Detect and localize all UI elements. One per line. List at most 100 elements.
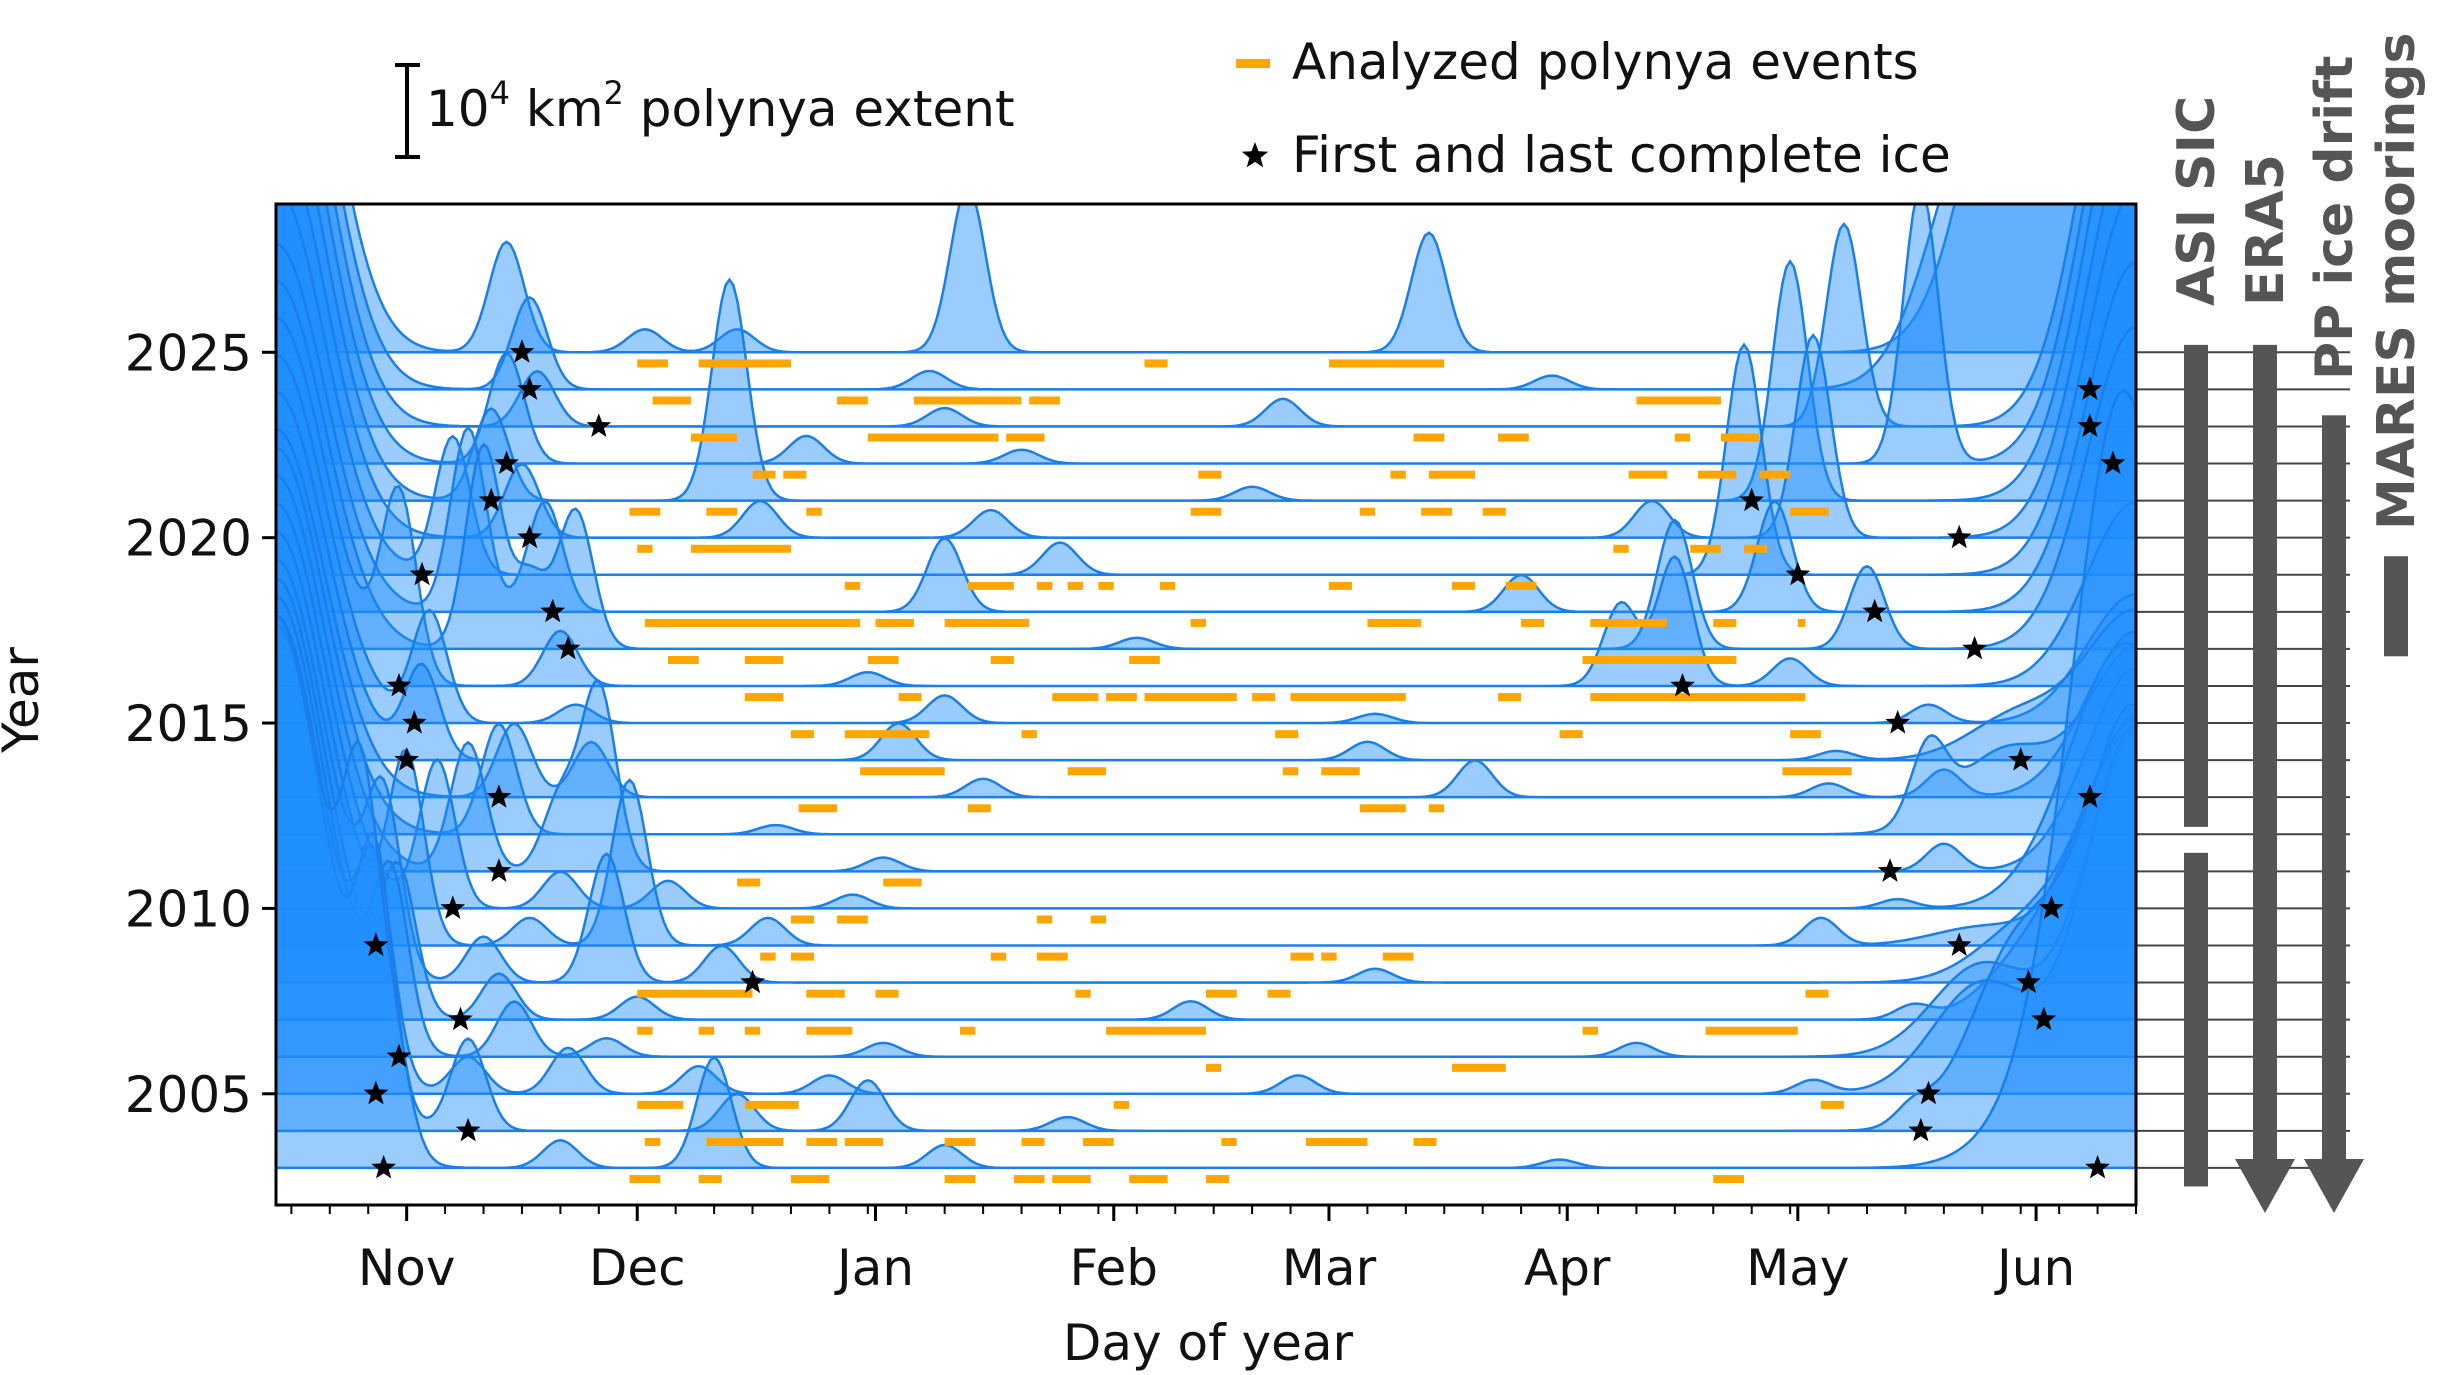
event-bar-2019-4 <box>1098 581 1114 590</box>
last-ice-star-2020 <box>1946 524 1972 549</box>
coverage-arrowhead-2 <box>2304 1159 2364 1213</box>
first-ice-star-2019 <box>409 561 435 586</box>
extent-area-2024 <box>276 204 2136 391</box>
x-axis-label: Day of year <box>1063 1314 1354 1372</box>
first-ice-star-2018 <box>540 598 566 623</box>
event-bar-2007-2 <box>744 1026 761 1035</box>
event-bar-2004-6 <box>1083 1137 1114 1146</box>
event-bar-2018-5 <box>1521 618 1545 627</box>
event-bar-2005-1 <box>744 1100 799 1109</box>
event-bar-2003-7 <box>1206 1175 1230 1184</box>
event-bar-2019-5 <box>1159 581 1176 590</box>
plot-frame <box>274 202 2138 1207</box>
event-bar-2007-8 <box>1705 1026 1798 1035</box>
analyzed-event-bars <box>629 359 1852 1184</box>
event-bar-2024-3 <box>1029 396 1060 405</box>
event-bar-2015-0 <box>790 730 815 739</box>
x-tick-label-apr: Apr <box>1524 1239 1611 1297</box>
coverage-bar-0-0 <box>2184 852 2208 1187</box>
event-bar-2010-0 <box>790 915 815 924</box>
event-bar-2006-0 <box>1206 1063 1222 1072</box>
coverage-bar-3-0 <box>2384 556 2408 657</box>
event-bar-2020-0 <box>637 544 653 553</box>
first-ice-star-2016 <box>386 673 412 697</box>
legend: 104 km2 polynya extent Analyzed polynya … <box>395 33 1951 184</box>
event-bar-2004-1 <box>706 1137 784 1146</box>
event-bar-2022-4 <box>1428 470 1476 479</box>
event-bar-2008-0 <box>637 989 753 998</box>
event-bar-2013-2 <box>1359 804 1406 813</box>
event-bar-2008-5 <box>1267 989 1291 998</box>
extent-area-2022 <box>276 204 2136 465</box>
event-bar-2011-1 <box>883 878 922 887</box>
event-bar-2004-9 <box>1413 1137 1437 1146</box>
last-ice-star-2022 <box>2100 450 2126 474</box>
event-bar-2010-1 <box>837 915 868 924</box>
event-bar-2014-1 <box>1067 767 1107 776</box>
extent-area-2007 <box>276 576 2136 1021</box>
event-bar-2003-1 <box>698 1175 722 1184</box>
event-bar-2017-1 <box>744 656 784 665</box>
x-tick-label-jun: Jun <box>1994 1239 2075 1297</box>
extent-area-2017 <box>276 279 2136 651</box>
event-bar-2018-7 <box>1713 618 1737 627</box>
event-bar-2022-6 <box>1697 470 1737 479</box>
event-bar-2023-7 <box>1720 433 1760 442</box>
first-ice-star-2004 <box>455 1117 481 1142</box>
event-bar-2020-3 <box>1690 544 1721 553</box>
event-bar-2024-4 <box>1636 396 1698 405</box>
event-bar-2004-3 <box>844 1137 884 1146</box>
event-bar-2007-4 <box>960 1026 976 1035</box>
extent-area-2025 <box>276 204 2136 354</box>
event-bar-2016-7 <box>1290 693 1406 702</box>
last-ice-star-2003 <box>2085 1154 2110 1179</box>
event-bar-2021-5 <box>1421 507 1452 516</box>
x-tick-label-nov: Nov <box>358 1239 456 1297</box>
extent-area-2003 <box>276 389 2136 1170</box>
coverage-bar-1-0 <box>2253 344 2277 1160</box>
event-bar-2013-0 <box>798 804 838 813</box>
extent-area-2019 <box>276 204 2136 576</box>
event-bar-2003-4 <box>1013 1175 1045 1184</box>
event-bar-2022-0 <box>752 470 776 479</box>
event-bar-2008-4 <box>1206 989 1237 998</box>
event-bar-2008-6 <box>1805 989 1829 998</box>
first-ice-star-2006 <box>386 1043 412 1068</box>
first-ice-star-2011 <box>486 858 512 882</box>
event-bar-2009-6 <box>1382 952 1414 961</box>
first-ice-star-2005 <box>363 1080 389 1105</box>
event-bar-2014-4 <box>1782 767 1852 776</box>
event-bar-2019-7 <box>1451 581 1476 590</box>
event-bar-2015-1 <box>844 730 868 739</box>
event-bar-2016-5 <box>1159 693 1237 702</box>
event-bar-2021-1 <box>706 507 738 516</box>
event-bar-2016-3 <box>1106 693 1137 702</box>
coverage-label-2: PP ice drift <box>2305 55 2365 380</box>
event-bar-2018-8 <box>1797 618 1806 627</box>
legend-events-label: Analyzed polynya events <box>1292 33 1919 91</box>
event-bar-2018-0 <box>644 618 861 627</box>
event-bar-2024-2 <box>913 396 1022 405</box>
last-ice-star-2016 <box>1670 673 1695 697</box>
extent-area-2023 <box>276 204 2136 428</box>
event-bar-2023-5 <box>1498 433 1529 442</box>
first-ice-star-2015 <box>402 710 427 734</box>
event-bar-2018-1 <box>875 618 914 627</box>
event-bar-2025-1 <box>698 359 791 368</box>
event-bar-2016-6 <box>1252 693 1276 702</box>
event-bar-2015-6 <box>1559 730 1583 739</box>
event-bar-2018-6 <box>1590 618 1668 627</box>
coverage-label-3: MARES moorings <box>2367 33 2427 530</box>
event-bar-2020-2 <box>1613 544 1629 553</box>
y-tick-label-2015: 2015 <box>125 695 252 753</box>
first-ice-star-2020 <box>517 524 542 549</box>
extent-area-2015 <box>276 353 2136 725</box>
last-ice-star-2005 <box>1916 1080 1941 1105</box>
event-bar-2009-4 <box>1290 952 1314 961</box>
event-bar-2015-2 <box>867 730 891 739</box>
first-ice-star-2010 <box>440 895 466 919</box>
event-bar-2010-3 <box>1090 915 1107 924</box>
event-bar-2016-9 <box>1590 693 1806 702</box>
event-bar-2019-2 <box>1036 581 1053 590</box>
event-bar-2013-1 <box>967 804 991 813</box>
